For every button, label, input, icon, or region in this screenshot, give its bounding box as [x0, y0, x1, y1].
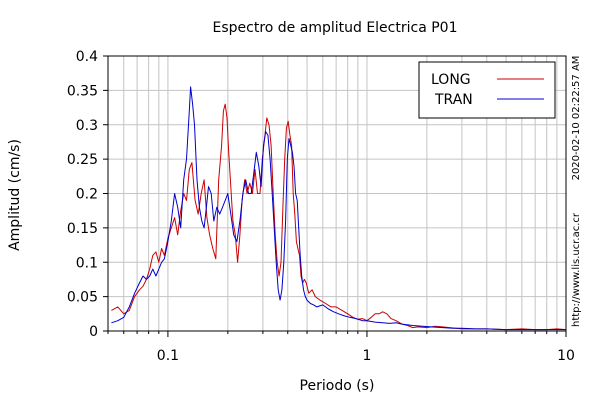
x-axis-label: Periodo (s) — [300, 378, 375, 394]
series-line-tran — [111, 86, 566, 331]
x-tick-label: 0.1 — [157, 348, 179, 364]
x-tick-label: 1 — [362, 348, 371, 364]
url-text: http://www.lis.ucr.ac.cr — [571, 212, 582, 327]
x-tick-label: 10 — [557, 348, 575, 364]
axis-ticks: 0 0.05 0.1 0.15 0.2 0.25 0.3 0.35 0.4 0.1 1 10 — [67, 49, 575, 364]
y-tick-label: 0.2 — [76, 187, 98, 203]
legend-label-tran: TRAN — [434, 92, 473, 108]
legend-label-long: LONG — [431, 72, 471, 88]
legend-box — [418, 61, 556, 119]
y-tick-label: 0.4 — [76, 49, 98, 65]
timestamp-text: 2020-02-10 02:22:57 AM — [571, 56, 582, 181]
y-tick-label: 0 — [89, 324, 98, 340]
y-tick-label: 0.25 — [67, 152, 98, 168]
grid — [107, 55, 566, 332]
series-layer — [111, 86, 567, 331]
y-tick-label: 0.1 — [76, 255, 98, 271]
y-tick-label: 0.35 — [67, 83, 98, 99]
y-tick-label: 0.15 — [67, 221, 98, 237]
y-axis-label: Amplitud (cm/s) — [7, 139, 23, 251]
y-tick-label: 0.05 — [67, 290, 98, 306]
y-tick-label: 0.3 — [76, 118, 98, 134]
chart-title: Espectro de amplitud Electrica P01 — [213, 20, 458, 36]
legend: LONG TRAN — [418, 61, 556, 119]
